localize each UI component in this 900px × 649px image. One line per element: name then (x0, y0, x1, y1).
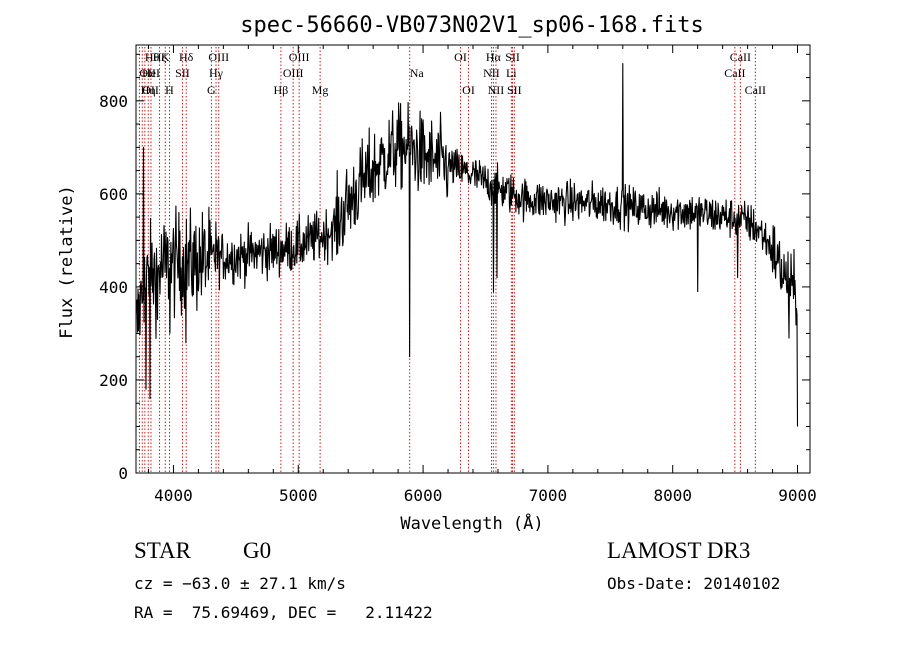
chart-title: spec-56660-VB073N02V1_sp06-168.fits (240, 13, 704, 38)
spectral-line-label-1: OII (142, 83, 159, 97)
spectral-line-label-13: Hβ (274, 83, 289, 97)
spectral-line-label-21: Hα (486, 50, 502, 64)
object-class: STAR (134, 538, 191, 563)
x-tick-label-1: 5000 (279, 486, 318, 505)
spectral-line-label-0: OII (139, 66, 156, 80)
spectral-line-label-8: SII (175, 66, 190, 80)
x-tick-label-5: 9000 (778, 486, 817, 505)
spectral-line-label-7: H (165, 83, 174, 97)
y-tick-label-1: 200 (99, 371, 128, 390)
spectral-line-label-9: Hδ (179, 50, 194, 64)
spectral-line-label-5: Hζ (153, 50, 167, 64)
spectral-line-label-6: K (161, 50, 170, 64)
spectral-line-label-22: NII (488, 83, 505, 97)
spectral-line-label-27: CaII (730, 50, 751, 64)
coordinates: RA = 75.69469, DEC = 2.11422 (134, 603, 433, 622)
spectral-line-label-26: CaII (724, 66, 745, 80)
spectral-line-label-25: SII (507, 83, 522, 97)
y-tick-label-3: 600 (99, 185, 128, 204)
spectral-line-label-3: Hη (141, 83, 156, 97)
y-tick-label-0: 0 (118, 464, 128, 483)
spectral-line-label-19: OI (462, 83, 475, 97)
spectral-line-label-15: OIII (289, 50, 310, 64)
spectral-line-label-23: Li (506, 66, 517, 80)
x-axis-label: Wavelength (Å) (400, 512, 543, 534)
spectral-line-label-2: Hθ (145, 50, 160, 64)
x-tick-label-0: 4000 (154, 486, 193, 505)
spectral-line-label-18: OI (454, 50, 467, 64)
spectral-line-label-17: Na (410, 66, 425, 80)
spectral-line-label-11: Hγ (209, 66, 224, 80)
spectral-line-label-4: HeI (142, 66, 160, 80)
spectral-line-label-10: G (207, 83, 216, 97)
y-tick-label-4: 800 (99, 92, 128, 111)
survey-name: LAMOST DR3 (607, 538, 751, 563)
x-tick-label-4: 8000 (653, 486, 692, 505)
spectral-line-label-14: OIII (283, 66, 304, 80)
x-tick-label-3: 7000 (529, 486, 568, 505)
spectral-line-label-12: OIII (208, 50, 229, 64)
redshift-velocity: cz = −63.0 ± 27.1 km/s (134, 574, 346, 593)
observation-date: Obs-Date: 20140102 (607, 574, 781, 593)
y-axis-label: Flux (relative) (57, 185, 77, 339)
x-tick-label-2: 6000 (404, 486, 443, 505)
spectral-line-label-28: CaII (745, 83, 766, 97)
spectral-line-label-20: NII (483, 66, 500, 80)
spectral-line-label-16: Mg (312, 83, 329, 97)
object-subclass: G0 (243, 538, 272, 563)
y-tick-label-2: 400 (99, 278, 128, 297)
spectral-line-label-24: SII (505, 50, 520, 64)
spectrum-trace (135, 63, 799, 427)
